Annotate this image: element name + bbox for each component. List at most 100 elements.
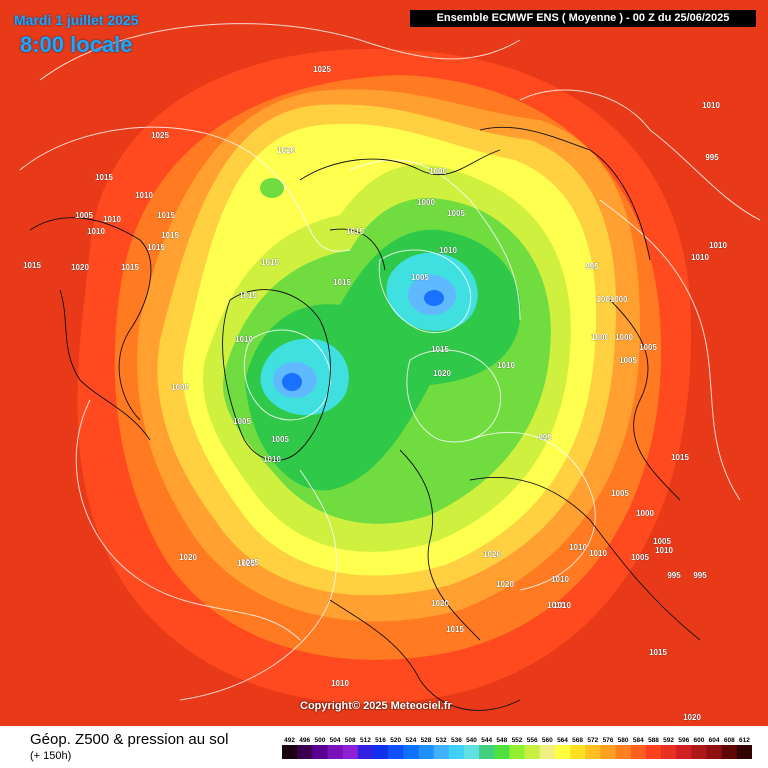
legend-value: 520 [390,737,401,744]
legend-swatch [630,745,647,759]
pressure-label: 1020 [496,580,514,589]
legend-swatch [509,745,525,759]
pressure-label: 1015 [671,453,689,462]
pressure-label: 1010 [497,361,515,370]
legend-value: 572 [587,737,598,744]
pressure-label: 1010 [439,246,457,255]
pressure-label: 1015 [346,227,364,236]
legend-swatch [282,745,298,759]
pressure-label: 1015 [431,345,449,354]
pressure-label: 1000 [636,509,654,518]
legend-swatch [706,745,722,759]
legend-swatch [418,745,434,759]
forecast-time: 8:00 locale [20,32,133,57]
pressure-label: 1010 [135,191,153,200]
legend-value: 548 [496,737,507,744]
legend-value: 568 [572,737,583,744]
legend-value: 576 [603,737,614,744]
pressure-label: 1010 [551,575,569,584]
pressure-label: 1015 [147,243,165,252]
legend-swatch [615,745,631,759]
legend-swatch [691,745,707,759]
legend-value: 552 [512,737,523,744]
pressure-label: 1015 [23,261,41,270]
pressure-label: 1010 [263,455,281,464]
pressure-label: 1000 [615,333,633,342]
pressure-label: 1020 [433,369,451,378]
pressure-label: 1005 [639,343,657,352]
legend-swatch [661,745,677,759]
model-run-info: Ensemble ECMWF ENS ( Moyenne ) - 00 Z du… [410,10,756,27]
pressure-label: 1005 [611,489,629,498]
pressure-label: 1015 [157,211,175,220]
pressure-label: 1020 [71,263,89,272]
pressure-label: 995 [667,571,681,580]
legend-swatch [479,745,495,759]
forecast-lead-time: (+ 150h) [30,750,72,762]
pressure-label: 1010 [103,215,121,224]
legend-swatch [676,745,692,759]
legend-swatch [494,745,510,759]
legend-value: 500 [314,737,325,744]
legend-swatch [403,745,419,759]
pressure-label: 1020 [179,553,197,562]
legend-swatch [463,745,480,759]
pressure-label: 1025 [151,131,169,140]
pressure-label: 1010 [547,601,565,610]
legend-value: 612 [739,737,750,744]
pressure-label: 995 [693,571,707,580]
pressure-label: 1020 [483,550,501,559]
coastlines [29,126,701,711]
legend-swatch [448,745,465,759]
map-title: Géop. Z500 & pression au sol [30,731,229,748]
legend-swatch [342,745,359,759]
legend-value: 508 [345,737,356,744]
legend-value: 504 [330,737,341,744]
pressure-label: 1020 [683,713,701,722]
legend-value: 532 [436,737,447,744]
pressure-label: 1020 [277,146,295,155]
legend-swatch [433,745,450,759]
legend-value: 584 [633,737,644,744]
footer: Géop. Z500 & pression au sol (+ 150h) 49… [0,726,768,768]
legend-swatch [388,745,404,759]
pressure-label: 1015 [161,231,179,240]
pressure-label: 1010 [87,227,105,236]
pressure-label: 1020 [431,599,449,608]
low-core-siberia [424,290,444,306]
pressure-label: 995 [705,153,719,162]
pressure-label: 1015 [95,173,113,182]
pressure-label: 1005 [171,383,189,392]
legend-value: 580 [618,737,629,744]
pressure-label: 1005 [653,537,671,546]
legend-value: 524 [405,737,416,744]
pressure-label: 1015 [261,258,279,267]
pressure-label: 1005 [447,209,465,218]
legend-value: 528 [421,737,432,744]
pressure-label: 1010 [655,546,673,555]
pressure-label: 1005 [411,273,429,282]
legend-swatch [357,745,374,759]
legend-value: 556 [527,737,538,744]
pressure-label: 1015 [333,278,351,287]
legend-value: 540 [466,737,477,744]
legend-value: 588 [648,737,659,744]
pressure-label: 1010 [691,253,709,262]
legend-swatch [312,745,328,759]
legend-swatch [524,745,541,759]
pressure-label: 995 [585,262,599,271]
legend-swatch [585,745,601,759]
low-core-greenland [282,373,302,391]
legend-value: 608 [724,737,735,744]
green-spot [260,178,284,198]
legend-value: 600 [693,737,704,744]
legend-value: 512 [360,737,371,744]
pressure-label: 1010 [235,335,253,344]
legend-value: 596 [678,737,689,744]
pressure-label: 1010 [553,601,571,610]
legend-value: 496 [299,737,310,744]
legend-value: 536 [451,737,462,744]
legend-swatch [539,745,556,759]
